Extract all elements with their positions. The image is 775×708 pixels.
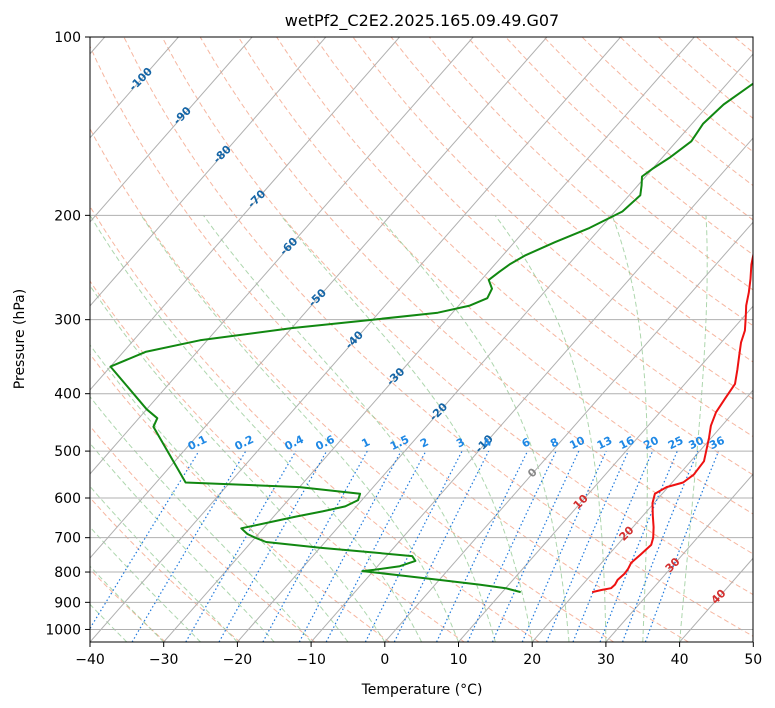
y-tick-label: 200: [54, 208, 81, 224]
isotherm-line: [90, 37, 622, 642]
y-tick-label: 600: [54, 491, 81, 507]
moist-adiabat: [90, 284, 386, 642]
isotherm-line: [605, 473, 753, 642]
mixing-ratio-label: 20: [641, 434, 661, 453]
moist-adiabat: [90, 442, 275, 642]
dry-adiabat: [90, 496, 241, 642]
x-axis-ticks: −40 −30 −20 −10 0 10 20 30 40 50: [75, 642, 762, 668]
mixing-ratio-line: [644, 450, 720, 642]
y-tick-label: 500: [54, 444, 81, 460]
dry-adiabat: [237, 37, 753, 515]
moist-adiabat: [280, 214, 533, 642]
dry-adiabat: [90, 425, 316, 642]
mixing-ratio-line: [622, 450, 699, 642]
y-tick-label: 100: [54, 30, 81, 46]
moist-adiabat: [90, 485, 238, 642]
isotherm-line: [310, 137, 753, 642]
mixing-ratio-label: 36: [707, 434, 727, 453]
isotherm-line: [90, 37, 548, 559]
x-tick-label: −40: [75, 652, 105, 668]
mixing-ratio-line: [545, 450, 629, 642]
y-tick-label: 800: [54, 565, 81, 581]
temperature-line: [591, 202, 753, 594]
isotherm-line: [237, 53, 753, 642]
mixing-ratio-line: [90, 450, 200, 630]
moist-adiabat: [679, 215, 708, 642]
dry-adiabat: [352, 37, 753, 400]
mixing-ratio-line: [364, 450, 463, 642]
x-tick-label: 50: [744, 652, 762, 668]
isotherm-line: [90, 37, 327, 307]
x-tick-label: −20: [223, 652, 253, 668]
isotherm-line: [458, 305, 753, 642]
plot-background: [90, 37, 753, 642]
moist-adiabat: [90, 565, 165, 642]
isotherms: [90, 37, 753, 642]
isotherm-line: [163, 37, 695, 642]
dry-adiabat: [90, 45, 689, 642]
dry-adiabat: [467, 37, 753, 291]
y-tick-label: 400: [54, 387, 81, 403]
moist-adiabat: [494, 215, 607, 642]
mixing-ratio-line: [218, 450, 328, 642]
mixing-ratio-label: 16: [617, 434, 637, 453]
dry-adiabat: [90, 353, 390, 642]
dry-adiabat: [428, 37, 753, 327]
dry-adiabat: [90, 127, 614, 642]
mixing-ratio-line: [393, 450, 490, 642]
moist-adiabat: [90, 526, 201, 642]
x-tick-label: 10: [450, 652, 468, 668]
isobars: [90, 37, 753, 630]
y-tick-label: 900: [54, 595, 81, 611]
moist-adiabat: [90, 215, 423, 642]
moist-adiabat: [90, 395, 312, 642]
moist-adiabat: [611, 215, 648, 642]
isotherm-line: [752, 641, 753, 642]
mixing-ratio-labels: 0.1 0.2 0.4 0.6 1 1.5 2 3 4 6 8 10 13 16 20 25 30 36: [186, 433, 727, 453]
mixing-ratio-lines: [90, 450, 720, 642]
mixing-ratio-line: [262, 450, 368, 642]
sounding-profiles: [109, 82, 753, 594]
mixing-ratio-label: 10: [568, 434, 588, 453]
mixing-ratio-line: [572, 450, 654, 642]
dry-adiabat: [90, 205, 540, 642]
x-tick-label: 0: [380, 652, 389, 668]
y-tick-label: 700: [54, 531, 81, 547]
moist-adiabat: [202, 215, 496, 642]
x-tick-label: 30: [597, 652, 615, 668]
x-axis-label: Temperature (°C): [361, 682, 483, 698]
mixing-ratio-label: 13: [595, 434, 614, 452]
mixing-ratio-label: 25: [666, 434, 685, 452]
y-tick-label: 1000: [45, 622, 81, 638]
x-tick-label: −10: [296, 652, 326, 668]
dry-adiabats: [90, 37, 753, 642]
dry-adiabat: [90, 280, 465, 642]
y-axis-label: Pressure (hPa): [12, 289, 28, 389]
mixing-ratio-line: [298, 450, 402, 642]
x-tick-label: −30: [149, 652, 179, 668]
mixing-ratio-line: [491, 450, 580, 642]
mixing-ratio-line: [599, 450, 678, 642]
dry-adiabat: [123, 37, 753, 637]
x-tick-label: 20: [523, 652, 541, 668]
dry-adiabat: [161, 37, 753, 596]
mixing-ratio-line: [521, 450, 607, 642]
dry-adiabat: [314, 37, 753, 438]
moist-adiabat: [140, 215, 459, 642]
isotherm-line: [90, 37, 400, 391]
dewpoint-line: [109, 82, 753, 594]
mixing-ratio-label: 30: [687, 434, 707, 453]
moist-adiabat: [90, 344, 349, 642]
plot-frame: [89, 36, 754, 643]
y-axis-ticks: 100 200 300 400 500 600 700 800 900 1000: [45, 30, 90, 638]
isotherm-line: [531, 389, 753, 642]
isotherm-line: [90, 37, 253, 223]
moist-adiabats: [90, 214, 708, 642]
y-tick-label: 300: [54, 313, 81, 329]
x-tick-label: 40: [671, 652, 689, 668]
isotherm-line: [384, 221, 753, 642]
chart-title: wetPf2_C2E2.2025.165.09.49.G07: [285, 11, 559, 31]
